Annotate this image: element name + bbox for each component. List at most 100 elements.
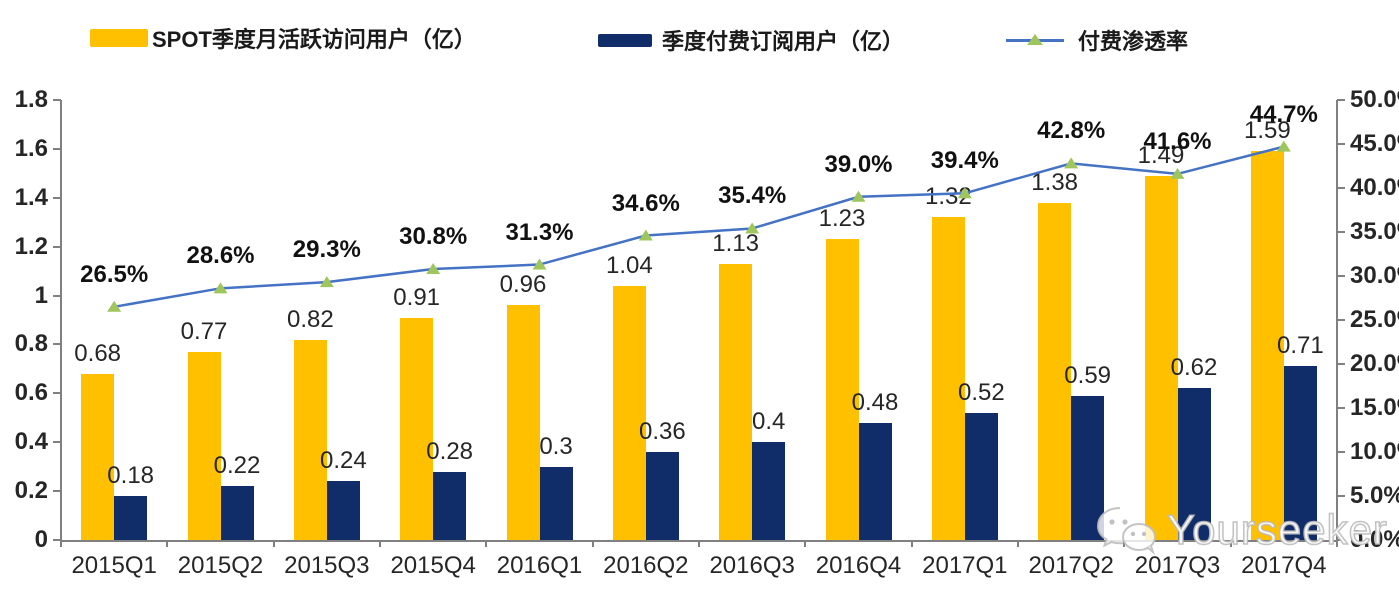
subscribers-legend-swatch-icon bbox=[598, 33, 652, 47]
x-axis-tick bbox=[804, 540, 807, 547]
penetration-value-label: 26.5% bbox=[80, 260, 149, 288]
mau-value-label: 1.32 bbox=[924, 183, 972, 211]
penetration-value-label: 39.4% bbox=[930, 147, 999, 175]
x-axis-category-label: 2016Q3 bbox=[709, 552, 795, 579]
subscribers-value-label: 0.3 bbox=[539, 432, 573, 460]
x-axis-tick bbox=[1123, 540, 1126, 547]
x-axis-category-label: 2016Q2 bbox=[603, 552, 689, 579]
mau-value-label: 1.13 bbox=[712, 229, 760, 257]
penetration-legend-marker bbox=[1006, 33, 1064, 47]
right-axis-tick bbox=[1337, 407, 1345, 409]
left-axis-tick-label: 1.4 bbox=[14, 183, 48, 211]
x-axis-category-label: 2017Q4 bbox=[1241, 552, 1327, 579]
subscribers-value-label: 0.48 bbox=[851, 388, 899, 416]
mau-value-label: 0.77 bbox=[180, 317, 228, 345]
penetration-value-label: 35.4% bbox=[718, 182, 787, 210]
right-axis-tick bbox=[1337, 539, 1345, 541]
x-axis-category-label: 2015Q3 bbox=[284, 552, 370, 579]
left-axis-tick bbox=[53, 441, 61, 444]
mau-value-label: 0.82 bbox=[286, 305, 334, 333]
x-axis-category-label: 2015Q1 bbox=[71, 552, 157, 579]
x-axis-tick bbox=[910, 540, 913, 547]
penetration-line bbox=[113, 145, 1285, 309]
left-axis-tick-label: 1 bbox=[34, 281, 48, 309]
subscribers-value-label: 0.62 bbox=[1170, 354, 1218, 382]
right-axis-tick-label: 0.0% bbox=[1350, 526, 1399, 553]
left-axis-tick bbox=[53, 196, 61, 199]
triangle-marker-icon bbox=[1027, 34, 1043, 45]
x-axis-tick bbox=[379, 540, 381, 547]
mau-value-label: 0.91 bbox=[393, 283, 441, 311]
right-y-axis bbox=[1336, 100, 1338, 542]
mau-bar bbox=[719, 263, 753, 540]
subscribers-bar bbox=[326, 481, 360, 540]
subscribers-value-label: 0.18 bbox=[107, 462, 155, 489]
left-axis-tick bbox=[53, 99, 61, 101]
left-axis-tick bbox=[53, 490, 61, 493]
legend-label-mau: SPOT季度月活跃访问用户（亿） bbox=[152, 27, 476, 52]
x-axis-tick bbox=[272, 540, 275, 547]
left-axis-tick bbox=[53, 392, 61, 395]
penetration-value-label: 41.6% bbox=[1143, 127, 1212, 155]
left-axis-tick-label: 0.8 bbox=[14, 330, 48, 358]
right-axis-tick bbox=[1337, 363, 1345, 365]
mau-value-label: 1.59 bbox=[1243, 117, 1291, 145]
penetration-value-label: 44.7% bbox=[1249, 100, 1318, 128]
subscribers-bar bbox=[539, 466, 573, 540]
penetration-value-label: 42.8% bbox=[1037, 117, 1106, 145]
right-axis-tick bbox=[1337, 451, 1345, 453]
right-axis-tick-label: 30.0% bbox=[1350, 262, 1399, 289]
subscribers-value-label: 0.36 bbox=[638, 418, 686, 445]
left-axis-tick bbox=[53, 245, 61, 248]
left-axis-tick bbox=[53, 147, 61, 150]
subscribers-bar bbox=[433, 471, 467, 540]
subscribers-bar bbox=[858, 422, 892, 540]
left-axis-tick-label: 0.4 bbox=[14, 428, 48, 456]
subscribers-bar bbox=[964, 412, 998, 540]
penetration-value-label: 31.3% bbox=[505, 218, 574, 246]
x-axis-tick bbox=[1229, 540, 1232, 547]
mau-bar bbox=[293, 339, 327, 540]
right-axis-tick-label: 15.0% bbox=[1350, 394, 1399, 421]
watermark: Yourseeker bbox=[1095, 505, 1388, 555]
penetration-value-label: 29.3% bbox=[292, 236, 361, 264]
penetration-value-label: 28.6% bbox=[186, 242, 255, 270]
triangle-marker-icon bbox=[319, 276, 334, 288]
right-axis-tick bbox=[1337, 231, 1345, 233]
legend-label-subscribers: 季度付费订阅用户（亿） bbox=[662, 29, 905, 54]
triangle-marker-icon bbox=[426, 262, 441, 274]
mau-bar bbox=[612, 285, 646, 540]
legend-item-penetration: 付费渗透率 bbox=[1006, 24, 1188, 56]
subscribers-bar bbox=[645, 452, 679, 540]
mau-bar bbox=[81, 373, 115, 540]
x-axis-tick bbox=[60, 540, 62, 547]
right-axis-tick-label: 40.0% bbox=[1350, 174, 1399, 201]
x-axis-tick bbox=[1336, 540, 1338, 547]
right-axis-tick bbox=[1337, 143, 1345, 145]
x-axis-category-label: 2017Q1 bbox=[922, 552, 1008, 579]
subscribers-bar bbox=[220, 486, 254, 540]
mau-value-label: 1.38 bbox=[1031, 168, 1079, 196]
x-axis-category-label: 2015Q2 bbox=[177, 552, 264, 579]
legend-item-mau: SPOT季度月活跃访问用户（亿） bbox=[90, 22, 476, 54]
penetration-value-label: 30.8% bbox=[399, 222, 468, 250]
subscribers-value-label: 0.24 bbox=[319, 447, 367, 475]
legend-label-penetration: 付费渗透率 bbox=[1078, 29, 1189, 54]
right-axis-tick-label: 5.0% bbox=[1350, 482, 1399, 509]
x-axis-category-label: 2017Q2 bbox=[1028, 552, 1114, 579]
x-axis-tick bbox=[591, 540, 594, 547]
subscribers-value-label: 0.71 bbox=[1276, 332, 1324, 360]
mau-bar bbox=[506, 305, 540, 540]
right-axis-tick bbox=[1337, 495, 1345, 497]
legend-item-subscribers: 季度付费订阅用户（亿） bbox=[598, 24, 904, 56]
left-axis-tick-label: 1.8 bbox=[14, 86, 48, 113]
triangle-marker-icon bbox=[1064, 157, 1079, 169]
mau-value-label: 0.96 bbox=[499, 271, 547, 299]
left-axis-tick-label: 1.6 bbox=[14, 134, 48, 162]
penetration-value-label: 39.0% bbox=[824, 150, 893, 178]
left-axis-tick bbox=[53, 343, 61, 346]
left-axis-tick bbox=[53, 294, 61, 297]
x-axis-tick bbox=[485, 540, 488, 547]
subscribers-value-label: 0.52 bbox=[957, 378, 1005, 406]
right-axis-tick-label: 35.0% bbox=[1350, 218, 1399, 245]
